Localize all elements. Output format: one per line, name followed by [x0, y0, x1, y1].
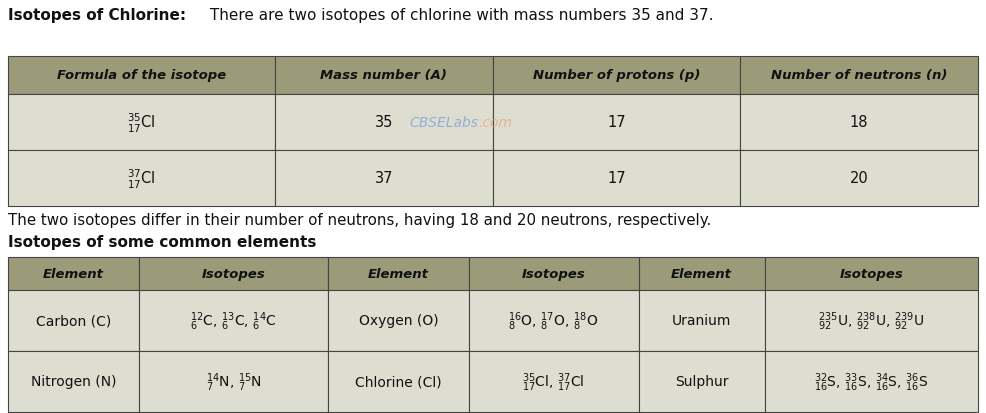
Bar	[139, 351, 328, 412]
Text: Carbon (C): Carbon (C)	[35, 314, 111, 328]
Bar	[468, 351, 639, 412]
Bar	[275, 57, 493, 95]
Bar	[764, 290, 978, 351]
Text: $^{235}_{92}$U, $^{238}_{92}$U, $^{239}_{92}$U: $^{235}_{92}$U, $^{238}_{92}$U, $^{239}_…	[818, 309, 924, 332]
Bar	[139, 257, 328, 290]
Text: 37: 37	[375, 171, 393, 186]
Text: Formula of the isotope: Formula of the isotope	[57, 69, 226, 82]
Bar	[328, 290, 468, 351]
Bar	[740, 95, 978, 151]
Text: Element: Element	[43, 267, 104, 280]
Text: CBSELabs: CBSELabs	[409, 116, 478, 130]
Bar	[328, 351, 468, 412]
Text: $^{16}_{8}$O, $^{17}_{8}$O, $^{18}_{8}$O: $^{16}_{8}$O, $^{17}_{8}$O, $^{18}_{8}$O	[509, 309, 599, 332]
Bar	[8, 290, 139, 351]
Text: Oxygen (O): Oxygen (O)	[359, 314, 438, 328]
Text: $^{35}_{17}$Cl: $^{35}_{17}$Cl	[127, 111, 156, 134]
Bar	[275, 151, 493, 206]
Text: $^{37}_{17}$Cl: $^{37}_{17}$Cl	[127, 167, 156, 190]
Bar	[8, 351, 139, 412]
Bar	[275, 95, 493, 151]
Bar	[493, 57, 740, 95]
Text: Number of protons (p): Number of protons (p)	[533, 69, 700, 82]
Text: Chlorine (Cl): Chlorine (Cl)	[355, 375, 442, 389]
Bar	[639, 290, 764, 351]
Bar	[740, 57, 978, 95]
Text: Uranium: Uranium	[671, 314, 732, 328]
Text: Nitrogen (N): Nitrogen (N)	[31, 375, 116, 389]
Bar	[8, 151, 275, 206]
Bar	[139, 290, 328, 351]
Bar	[639, 351, 764, 412]
Bar	[764, 257, 978, 290]
Text: Isotopes of Chlorine:: Isotopes of Chlorine:	[8, 8, 186, 23]
Bar	[8, 57, 275, 95]
Text: $^{14}_{7}$N, $^{15}_{7}$N: $^{14}_{7}$N, $^{15}_{7}$N	[205, 370, 261, 393]
Bar	[8, 257, 139, 290]
Text: Number of neutrons (n): Number of neutrons (n)	[771, 69, 948, 82]
Text: 35: 35	[375, 115, 393, 130]
Text: Isotopes: Isotopes	[839, 267, 903, 280]
Bar	[468, 290, 639, 351]
Text: Isotopes: Isotopes	[522, 267, 586, 280]
Bar	[493, 95, 740, 151]
Text: 20: 20	[850, 171, 869, 186]
Text: $^{32}_{16}$S, $^{33}_{16}$S, $^{34}_{16}$S, $^{36}_{16}$S: $^{32}_{16}$S, $^{33}_{16}$S, $^{34}_{16…	[814, 370, 929, 393]
Text: Isotopes of some common elements: Isotopes of some common elements	[8, 235, 317, 249]
Bar	[639, 257, 764, 290]
Text: The two isotopes differ in their number of neutrons, having 18 and 20 neutrons, : The two isotopes differ in their number …	[8, 212, 711, 228]
Text: $^{35}_{17}$Cl, $^{37}_{17}$Cl: $^{35}_{17}$Cl, $^{37}_{17}$Cl	[523, 370, 585, 393]
Text: Element: Element	[368, 267, 429, 280]
Bar	[328, 257, 468, 290]
Text: There are two isotopes of chlorine with mass numbers 35 and 37.: There are two isotopes of chlorine with …	[204, 8, 713, 23]
Text: .com: .com	[478, 116, 512, 130]
Bar	[493, 151, 740, 206]
Bar	[764, 351, 978, 412]
Bar	[740, 151, 978, 206]
Text: 17: 17	[607, 115, 626, 130]
Bar	[468, 257, 639, 290]
Text: 18: 18	[850, 115, 869, 130]
Text: 17: 17	[607, 171, 626, 186]
Text: Mass number (A): Mass number (A)	[320, 69, 448, 82]
Text: Sulphur: Sulphur	[674, 375, 729, 389]
Text: Element: Element	[671, 267, 732, 280]
Text: $^{12}_{6}$C, $^{13}_{6}$C, $^{14}_{6}$C: $^{12}_{6}$C, $^{13}_{6}$C, $^{14}_{6}$C	[190, 309, 277, 332]
Text: Isotopes: Isotopes	[202, 267, 265, 280]
Bar	[8, 95, 275, 151]
